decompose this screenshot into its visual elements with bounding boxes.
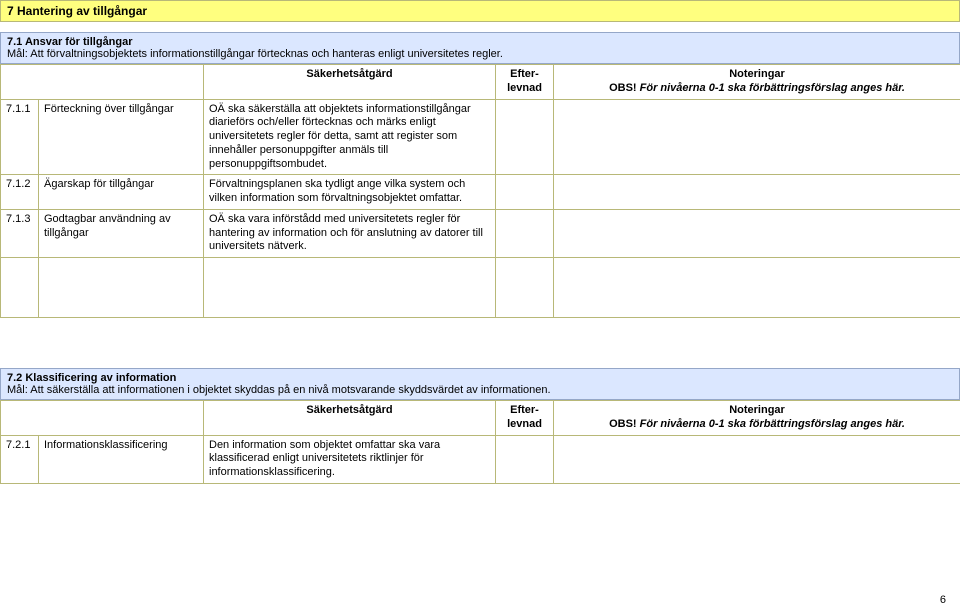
row-compliance[interactable] [496, 209, 554, 257]
row-notes[interactable] [554, 435, 960, 483]
section-header: 7 Hantering av tillgångar [0, 0, 960, 22]
table-row: 7.1.1 Förteckning över tillgångar OÄ ska… [1, 99, 960, 175]
th-notes: Noteringar OBS! För nivåerna 0-1 ska för… [554, 65, 960, 100]
th-action: Säkerhetsåtgärd [204, 401, 496, 436]
cell-empty [39, 258, 204, 318]
row-title: Godtagbar användning av tillgångar [39, 209, 204, 257]
table-section-1: Säkerhetsåtgärd Efter-levnad Noteringar … [0, 64, 960, 318]
row-title: Förteckning över tillgångar [39, 99, 204, 175]
th-notes-prefix: OBS! [609, 418, 640, 430]
table-row: 7.1.2 Ägarskap för tillgångar Förvaltnin… [1, 175, 960, 210]
row-notes[interactable] [554, 99, 960, 175]
table-row: 7.2.1 Informationsklassificering Den inf… [1, 435, 960, 483]
th-notes-italic: För nivåerna 0-1 ska förbättringsförslag… [640, 418, 905, 430]
table-header-row: Säkerhetsåtgärd Efter-levnad Noteringar … [1, 65, 960, 100]
th-notes: Noteringar OBS! För nivåerna 0-1 ska för… [554, 401, 960, 436]
th-action: Säkerhetsåtgärd [204, 65, 496, 100]
th-blank [1, 65, 204, 100]
cell-empty[interactable] [496, 258, 554, 318]
row-notes[interactable] [554, 175, 960, 210]
row-num: 7.2.1 [1, 435, 39, 483]
table-row-empty [1, 258, 960, 318]
goal-text: Mål: Att förvaltningsobjektets informati… [7, 48, 953, 60]
goal-text: Mål: Att säkerställa att informationen i… [7, 384, 953, 396]
row-title: Informationsklassificering [39, 435, 204, 483]
section-header-text: 7 Hantering av tillgångar [7, 4, 147, 18]
goal-bar-1: 7.1 Ansvar för tillgångar Mål: Att förva… [0, 32, 960, 64]
row-desc: Förvaltningsplanen ska tydligt ange vilk… [204, 175, 496, 210]
row-compliance[interactable] [496, 175, 554, 210]
goal-title: 7.1 Ansvar för tillgångar [7, 36, 953, 48]
row-title: Ägarskap för tillgångar [39, 175, 204, 210]
th-notes-prefix: OBS! [609, 82, 640, 94]
row-compliance[interactable] [496, 99, 554, 175]
goal-title: 7.2 Klassificering av information [7, 372, 953, 384]
row-desc: OÄ ska vara införstådd med universitetet… [204, 209, 496, 257]
goal-bar-2: 7.2 Klassificering av information Mål: A… [0, 368, 960, 400]
row-desc: Den information som objektet omfattar sk… [204, 435, 496, 483]
spacer [0, 318, 960, 368]
spacer [0, 22, 960, 32]
page-number: 6 [940, 594, 946, 606]
row-num: 7.1.1 [1, 99, 39, 175]
th-notes-title: Noteringar [729, 404, 785, 416]
th-blank [1, 401, 204, 436]
table-row: 7.1.3 Godtagbar användning av tillgångar… [1, 209, 960, 257]
cell-empty [204, 258, 496, 318]
th-compliance: Efter-levnad [496, 401, 554, 436]
row-compliance[interactable] [496, 435, 554, 483]
row-num: 7.1.2 [1, 175, 39, 210]
row-num: 7.1.3 [1, 209, 39, 257]
cell-empty[interactable] [554, 258, 960, 318]
row-desc: OÄ ska säkerställa att objektets informa… [204, 99, 496, 175]
table-section-2: Säkerhetsåtgärd Efter-levnad Noteringar … [0, 400, 960, 484]
row-notes[interactable] [554, 209, 960, 257]
th-compliance: Efter-levnad [496, 65, 554, 100]
table-header-row: Säkerhetsåtgärd Efter-levnad Noteringar … [1, 401, 960, 436]
th-notes-title: Noteringar [729, 68, 785, 80]
cell-empty [1, 258, 39, 318]
th-notes-italic: För nivåerna 0-1 ska förbättringsförslag… [640, 82, 905, 94]
